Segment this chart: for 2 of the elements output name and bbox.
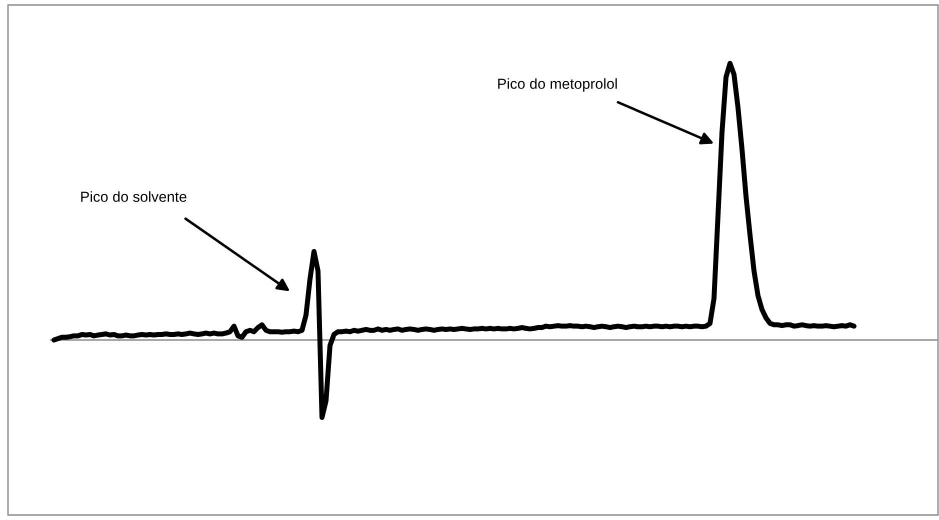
annotation: Pico do metoprolol xyxy=(498,78,617,92)
annotation: Pico do solvente xyxy=(81,191,186,202)
